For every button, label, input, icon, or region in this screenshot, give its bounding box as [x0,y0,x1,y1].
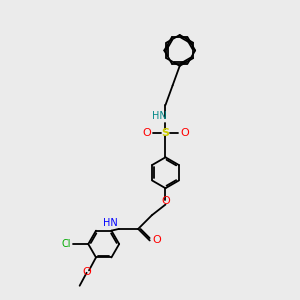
Text: HN: HN [103,218,118,228]
Text: Cl: Cl [62,239,71,249]
Text: O: O [142,128,151,138]
Text: O: O [153,236,161,245]
Text: S: S [161,128,169,138]
Text: O: O [180,128,189,138]
Text: HN: HN [152,111,166,121]
Text: O: O [83,267,92,277]
Text: O: O [161,196,170,206]
